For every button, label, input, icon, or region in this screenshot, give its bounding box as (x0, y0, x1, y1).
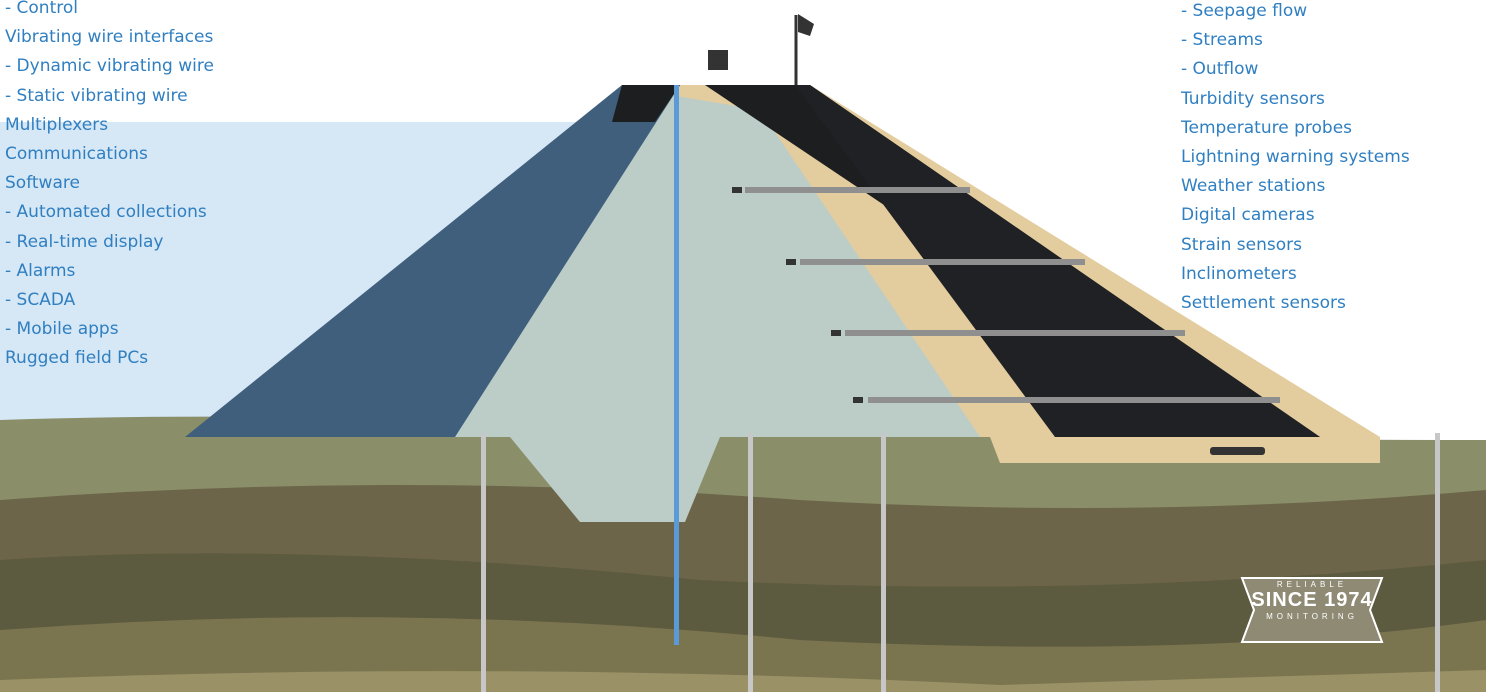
list-item: - Static vibrating wire (5, 85, 188, 106)
list-item: Temperature probes (1181, 117, 1353, 138)
list-item: Inclinometers (1181, 263, 1297, 284)
badge-bottom: MONITORING (1266, 612, 1358, 621)
list-item: Lightning warning systems (1181, 147, 1410, 168)
badge: RELIABLE SINCE 1974 MONITORING (1242, 580, 1382, 621)
list-item: Digital cameras (1181, 205, 1315, 226)
list-item: - Control (5, 0, 78, 18)
list-item: - Mobile apps (5, 319, 119, 340)
list-item: - Automated collections (5, 202, 207, 223)
list-item: - Seepage flow (1181, 1, 1308, 21)
list-item: Settlement sensors (1181, 293, 1346, 314)
list-item: - Alarms (5, 260, 76, 281)
list-item: Weather stations (1181, 176, 1326, 197)
list-item: - Real-time display (5, 231, 164, 252)
list-item: Multiplexers (5, 114, 109, 135)
list-item: Vibrating wire interfaces (5, 27, 214, 48)
badge-main: SINCE 1974 (1251, 589, 1373, 611)
list-item: Strain sensors (1181, 234, 1302, 255)
list-item: Rugged field PCs (5, 348, 149, 369)
list-item: - Outflow (1181, 59, 1259, 80)
right-list: - Seepage flow - Streams - Outflow Turbidit… (1181, 0, 1410, 318)
left-list: - Control Vibrating wire interfaces - Dyna… (5, 0, 214, 374)
badge-top: RELIABLE (1276, 580, 1348, 589)
list-item: Software (5, 173, 80, 194)
list-item: Communications (5, 144, 148, 165)
list-item: Turbidity sensors (1181, 88, 1325, 109)
list-item: - Dynamic vibrating wire (5, 56, 214, 77)
list-item: - SCADA (5, 290, 76, 311)
list-item: - Streams (1181, 30, 1263, 51)
